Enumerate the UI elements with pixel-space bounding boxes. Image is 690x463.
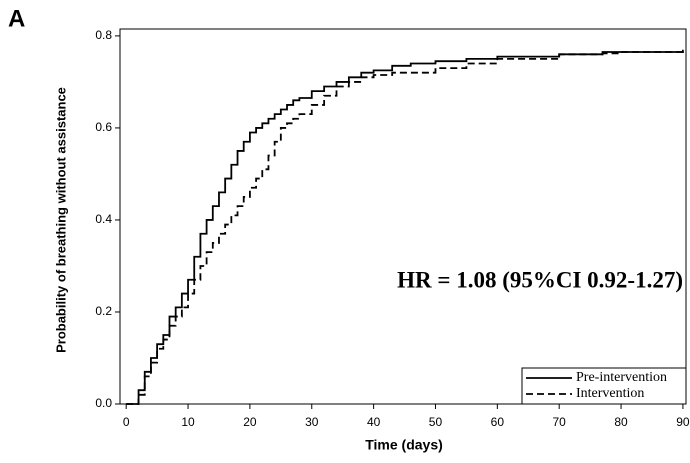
x-axis-label: Time (days) (365, 437, 443, 453)
plot-frame (119, 28, 687, 405)
x-tick-label: 10 (181, 415, 195, 429)
x-tick-label: 60 (491, 415, 505, 429)
x-tick-label: 40 (367, 415, 381, 429)
y-tick-label: 0.6 (95, 120, 112, 134)
survival-curve (126, 49, 684, 405)
x-tick-label: 80 (614, 415, 628, 429)
legend-box (521, 367, 687, 405)
y-tick-label: 0.4 (95, 212, 112, 226)
survival-curve (126, 49, 684, 405)
x-tick-label: 20 (243, 415, 257, 429)
x-tick-label: 70 (553, 415, 567, 429)
panel-label: A (8, 5, 25, 32)
annotation: HR = 1.08 (95%CI 0.92-1.27) (397, 267, 683, 292)
x-tick-label: 30 (305, 415, 319, 429)
y-axis-label: Probability of breathing without assista… (53, 87, 68, 353)
legend-label: Pre-intervention (576, 370, 667, 385)
y-tick-label: 0.0 (95, 396, 112, 410)
legend-label: Intervention (576, 386, 644, 401)
y-tick-label: 0.8 (95, 28, 112, 42)
x-tick-label: 90 (676, 415, 690, 429)
y-tick-label: 0.2 (95, 304, 112, 318)
x-tick-label: 0 (123, 415, 130, 429)
x-tick-label: 50 (429, 415, 443, 429)
